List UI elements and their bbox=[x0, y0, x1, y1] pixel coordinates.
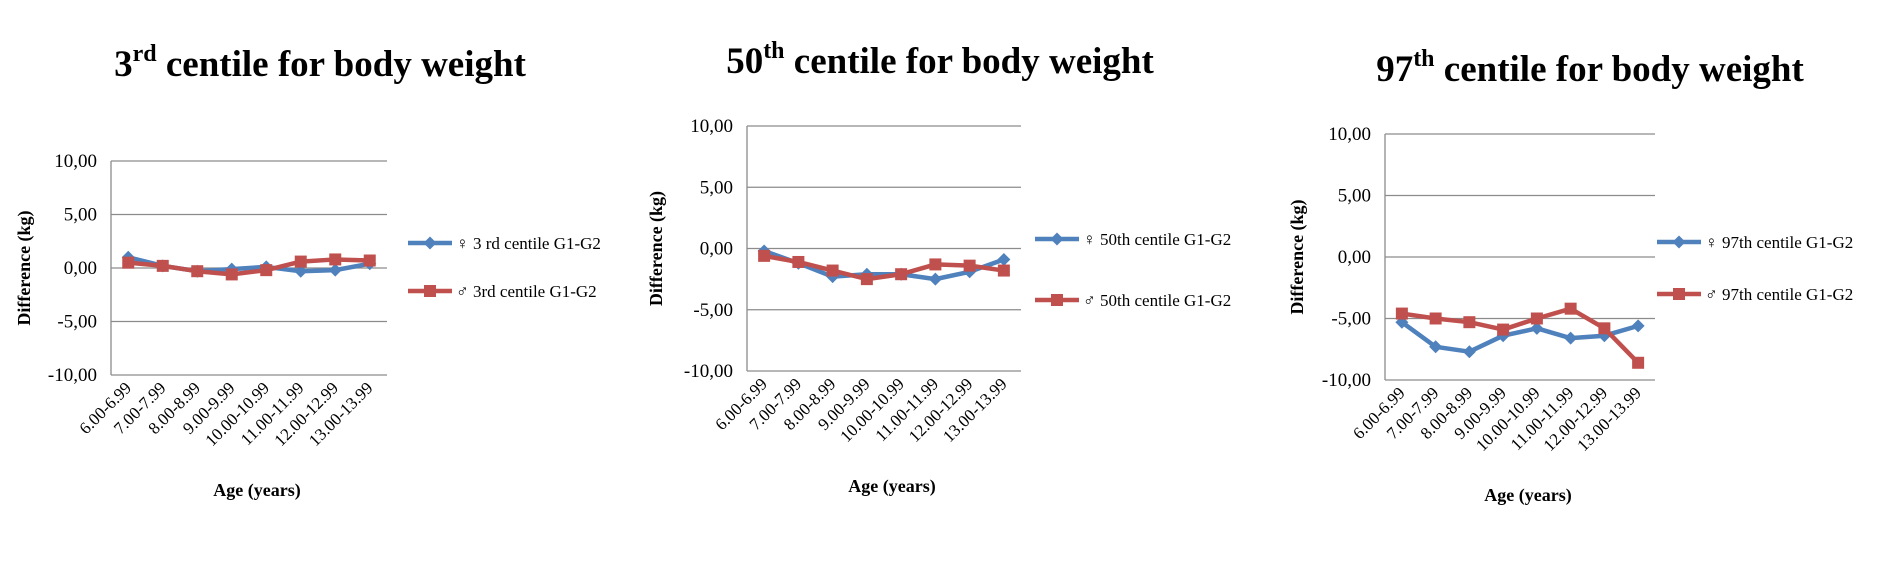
data-point bbox=[122, 256, 135, 269]
title-superscript: th bbox=[763, 37, 785, 64]
y-tick-label: 0,00 bbox=[1338, 247, 1371, 268]
title-main: 50 bbox=[726, 41, 764, 82]
line-chart-97th-centile: -10,00-5,000,005,0010,006.00-6.997.00-7.… bbox=[1287, 124, 1853, 506]
legend-label: ♀ 97th centile G1-G2 bbox=[1705, 233, 1853, 252]
x-axis-title: Age (years) bbox=[848, 476, 935, 497]
legend-label: ♂ 50th centile G1-G2 bbox=[1083, 291, 1231, 310]
data-point bbox=[191, 265, 204, 278]
legend-label: ♂ 97th centile G1-G2 bbox=[1705, 285, 1853, 304]
title-rest: centile for body weight bbox=[784, 41, 1154, 82]
data-point bbox=[1564, 302, 1577, 315]
line-chart-50th-centile: -10,00-5,000,005,0010,006.00-6.997.00-7.… bbox=[646, 116, 1231, 497]
chart-panel-1: 3rd centile for body weight -10,00 -5,00 0… bbox=[0, 0, 630, 564]
legend-label: ♂ 3rd centile G1-G2 bbox=[456, 282, 597, 301]
legend-marker bbox=[1050, 232, 1064, 246]
y-tick-label: -5,00 bbox=[693, 300, 733, 321]
data-point bbox=[294, 255, 307, 268]
chart-title: 97th centile for body weight bbox=[1376, 45, 1804, 91]
y-tick-label: 0,00 bbox=[64, 258, 97, 279]
series-2 bbox=[122, 253, 376, 281]
data-point bbox=[156, 259, 169, 272]
title-superscript: th bbox=[1413, 45, 1435, 72]
legend-entry: ♀ 50th centile G1-G2 bbox=[1035, 230, 1231, 249]
data-point bbox=[1564, 331, 1578, 345]
data-point bbox=[1497, 323, 1510, 336]
series-2 bbox=[758, 249, 1010, 286]
data-point bbox=[792, 255, 805, 268]
series-1 bbox=[1395, 315, 1645, 359]
y-tick-label: 10,00 bbox=[1328, 124, 1371, 145]
data-point bbox=[1429, 340, 1443, 354]
data-point bbox=[1632, 356, 1645, 369]
chart-panel-3: 97th centile for body weight -10,00 -5,00… bbox=[1270, 0, 1895, 564]
y-tick-label: 5,00 bbox=[700, 177, 733, 198]
data-point bbox=[997, 264, 1010, 277]
title-superscript: rd bbox=[132, 40, 157, 67]
gridlines bbox=[747, 125, 1021, 372]
data-point bbox=[328, 263, 342, 277]
chart-title: 50th centile for body weight bbox=[726, 37, 1154, 83]
data-point bbox=[929, 258, 942, 271]
data-point bbox=[1598, 322, 1611, 335]
data-point bbox=[363, 254, 376, 267]
y-tick-label: -5,00 bbox=[57, 312, 97, 333]
data-point bbox=[963, 259, 976, 272]
y-tick-label: 10,00 bbox=[690, 116, 733, 137]
y-axis-title: Difference (kg) bbox=[646, 191, 667, 306]
data-point bbox=[1530, 312, 1543, 325]
legend-entry: ♂ 3rd centile G1-G2 bbox=[408, 282, 597, 301]
x-axis-title: Age (years) bbox=[1484, 485, 1571, 506]
data-point bbox=[225, 268, 238, 281]
legend-entry: ♂ 97th centile G1-G2 bbox=[1657, 285, 1853, 304]
title-rest: centile for body weight bbox=[1434, 49, 1804, 90]
data-point bbox=[826, 264, 839, 277]
title-main: 3 bbox=[114, 44, 133, 85]
x-axis-title: Age (years) bbox=[213, 480, 300, 501]
title-rest: centile for body weight bbox=[156, 44, 526, 85]
data-point bbox=[1463, 316, 1476, 329]
legend-marker bbox=[1673, 288, 1685, 300]
title-main: 97 bbox=[1376, 49, 1414, 90]
data-point bbox=[758, 249, 771, 262]
data-point bbox=[997, 253, 1011, 267]
chart-panel-2: 50th centile for body weight -10,00 -5,00… bbox=[630, 0, 1270, 564]
data-point bbox=[1395, 307, 1408, 320]
y-tick-label: 0,00 bbox=[700, 239, 733, 260]
y-tick-label: -5,00 bbox=[1331, 309, 1371, 330]
data-point bbox=[260, 264, 273, 277]
y-tick-label: 5,00 bbox=[64, 205, 97, 226]
y-axis-title: Difference (kg) bbox=[14, 210, 35, 325]
legend-entry: ♀ 97th centile G1-G2 bbox=[1657, 233, 1853, 252]
y-axis-title: Difference (kg) bbox=[1287, 199, 1308, 314]
series-2 bbox=[1395, 302, 1645, 369]
data-point bbox=[329, 253, 342, 266]
legend-entry: ♀ 3 rd centile G1-G2 bbox=[408, 234, 601, 253]
legend-label: ♀ 50th centile G1-G2 bbox=[1083, 230, 1231, 249]
chart-title: 3rd centile for body weight bbox=[114, 40, 526, 86]
legend-marker bbox=[1051, 294, 1063, 306]
legend-marker bbox=[423, 236, 437, 250]
y-tick-label: 5,00 bbox=[1338, 186, 1371, 207]
data-point bbox=[294, 264, 308, 278]
data-point bbox=[928, 272, 942, 286]
data-point bbox=[860, 273, 873, 286]
data-point bbox=[1631, 319, 1645, 333]
y-tick-label: 10,00 bbox=[54, 151, 97, 172]
data-point bbox=[1462, 345, 1476, 359]
legend-marker bbox=[424, 285, 436, 297]
gridlines bbox=[1385, 133, 1655, 381]
y-tick-label: -10,00 bbox=[48, 365, 97, 386]
data-point bbox=[1429, 312, 1442, 325]
data-point bbox=[1530, 321, 1544, 335]
data-point bbox=[895, 268, 908, 281]
legend-label: ♀ 3 rd centile G1-G2 bbox=[456, 234, 601, 253]
legend-entry: ♂ 50th centile G1-G2 bbox=[1035, 291, 1231, 310]
y-tick-label: -10,00 bbox=[1322, 370, 1371, 391]
y-tick-label: -10,00 bbox=[684, 361, 733, 382]
line-chart-3rd-centile: -10,00-5,000,005,0010,006.00-6.997.00-7.… bbox=[14, 151, 601, 501]
legend-marker bbox=[1672, 235, 1686, 249]
